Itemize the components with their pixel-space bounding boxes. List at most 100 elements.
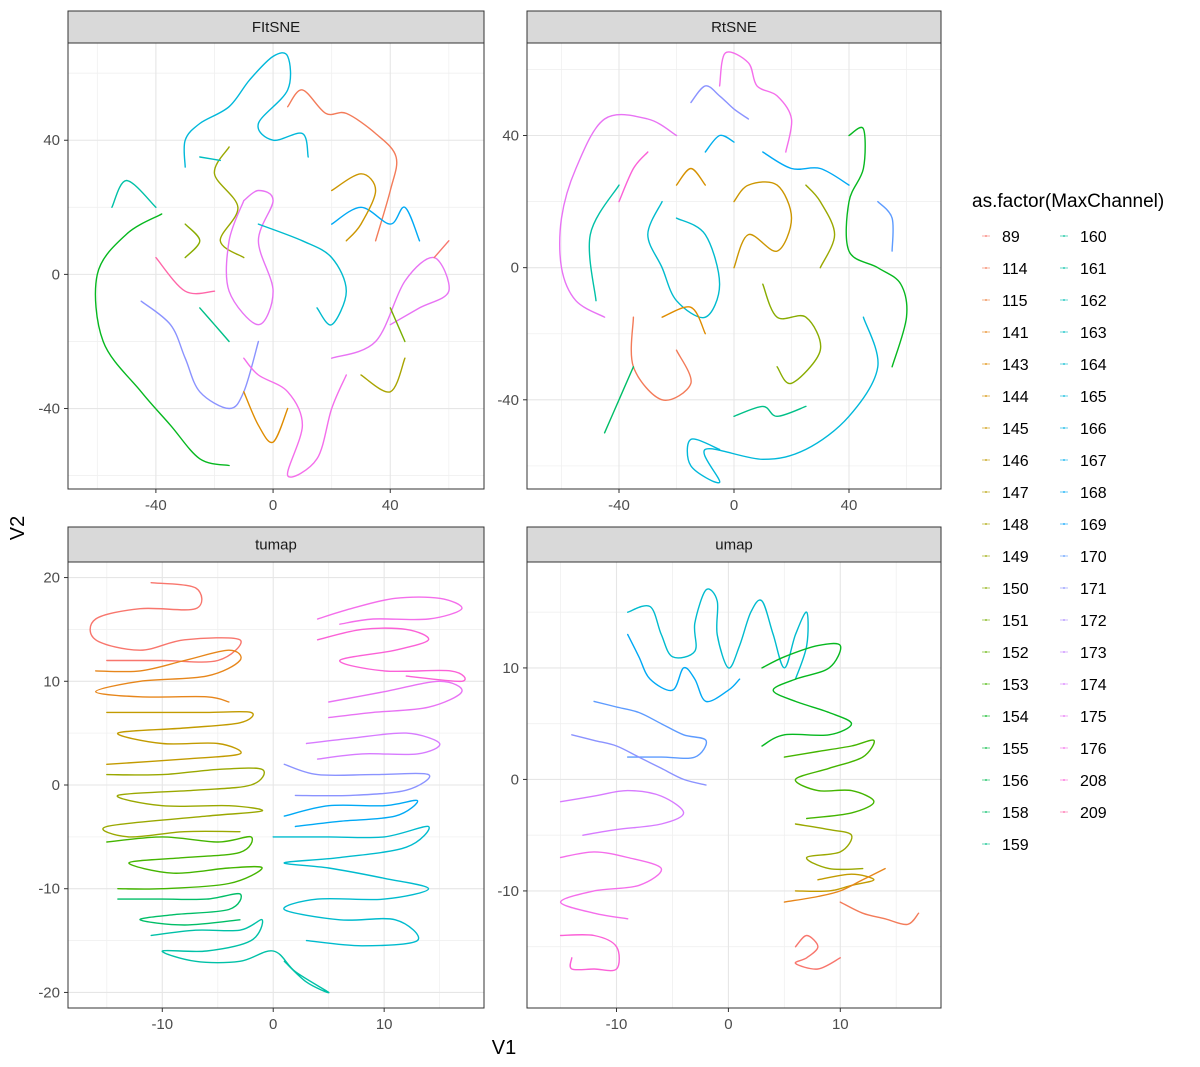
embedding-curve [661, 306, 706, 335]
embedding-curve [675, 167, 706, 186]
panel-tumap: tumap -10 0 10 -20 -10 0 10 20 [38, 526, 485, 1033]
embedding-curve [690, 85, 750, 120]
embedding-curve [89, 582, 242, 663]
legend-label: 171 [1080, 581, 1107, 598]
legend-label: 164 [1080, 357, 1107, 374]
y-tick-label: 0 [511, 771, 519, 788]
legend: as.factor(MaxChannel) 89 114 115 141 143 144 1… [972, 191, 1164, 854]
facet-strip [526, 526, 942, 563]
legend-label: 150 [1002, 581, 1029, 598]
embedding-curve [877, 200, 894, 252]
embedding-curve [283, 799, 419, 828]
legend-item: 146 [982, 453, 1029, 470]
legend-item: 160 [1060, 229, 1107, 246]
x-axis-title: V1 [492, 1037, 516, 1059]
legend-label: 159 [1002, 837, 1029, 854]
legend-item: 147 [982, 485, 1029, 502]
legend-item: 167 [1060, 453, 1107, 470]
embedding-curve [733, 405, 807, 417]
y-tick-label: -20 [38, 984, 60, 1001]
y-tick-label: 0 [52, 777, 60, 794]
legend-item: 141 [982, 325, 1029, 342]
legend-item: 172 [1060, 613, 1107, 630]
legend-label: 156 [1002, 773, 1029, 790]
embedding-curve [794, 934, 841, 970]
embedding-curve [213, 146, 245, 259]
embedding-curve [283, 763, 431, 797]
embedding-curve [106, 710, 254, 765]
legend-item: 150 [982, 581, 1029, 598]
legend-label: 115 [1002, 293, 1028, 310]
embedding-curve [559, 113, 678, 318]
embedding-curve [588, 184, 620, 302]
panel-border [67, 42, 485, 490]
legend-label: 146 [1002, 453, 1029, 470]
embedding-curve [762, 283, 822, 385]
y-tick-label: 10 [502, 660, 519, 677]
legend-item: 159 [982, 837, 1029, 854]
y-tick-label: -10 [38, 881, 60, 898]
legend-label: 144 [1002, 389, 1029, 406]
embedding-curve [111, 179, 157, 208]
embedding-curve [184, 223, 201, 259]
legend-item: 163 [1060, 325, 1107, 342]
legend-item: 151 [982, 613, 1029, 630]
x-tick-label: 40 [841, 497, 858, 514]
y-tick-label: 10 [43, 673, 60, 690]
plot-background [527, 562, 941, 1008]
legend-label: 154 [1002, 709, 1029, 726]
x-tick-label: -10 [151, 1016, 173, 1033]
legend-item: 209 [1060, 805, 1107, 822]
facet-strip-label: tumap [255, 537, 297, 554]
facet-panels: FItSNE -40 0 40 -40 0 40 RtSNE -40 0 40 -40 0 40 tumap… [38, 10, 942, 1033]
embedding-curve [794, 873, 875, 893]
y-tick-label: -40 [38, 401, 60, 418]
embedding-curve [559, 934, 620, 972]
legend-label: 208 [1080, 773, 1107, 790]
embedding-curve [331, 206, 421, 242]
legend-label: 170 [1080, 549, 1107, 566]
legend-item: 89 [982, 229, 1020, 246]
legend-label: 175 [1080, 709, 1107, 726]
panel-fitsne: FItSNE -40 0 40 -40 0 40 [38, 10, 485, 514]
legend-label: 152 [1002, 645, 1029, 662]
series-curves [89, 582, 466, 994]
legend-item: 145 [982, 421, 1029, 438]
x-tick-label: 40 [382, 497, 399, 514]
embedding-curve [718, 51, 793, 153]
legend-title: as.factor(MaxChannel) [972, 191, 1164, 212]
embedding-curve [225, 189, 274, 326]
y-tick-label: 40 [43, 132, 60, 149]
legend-item: 158 [982, 805, 1029, 822]
legend-item: 169 [1060, 517, 1107, 534]
legend-label: 167 [1080, 453, 1107, 470]
legend-item: 144 [982, 389, 1029, 406]
legend-item: 165 [1060, 389, 1107, 406]
legend-label: 166 [1080, 421, 1107, 438]
legend-item: 168 [1060, 485, 1107, 502]
y-tick-label: 40 [502, 128, 519, 145]
y-tick-label: 0 [52, 266, 60, 283]
x-tick-label: -40 [145, 497, 167, 514]
series-curves [94, 52, 450, 478]
embedding-curve [199, 156, 221, 162]
series-curves [559, 588, 920, 972]
legend-label: 160 [1080, 229, 1107, 246]
panel-border [526, 561, 942, 1009]
embedding-curve [316, 596, 463, 625]
legend-item: 153 [982, 677, 1029, 694]
legend-label: 89 [1002, 229, 1020, 246]
legend-label: 162 [1080, 293, 1107, 310]
legend-label: 141 [1002, 325, 1029, 342]
legend-label: 173 [1080, 645, 1107, 662]
x-tick-label: 0 [269, 497, 277, 514]
embedding-curve [761, 642, 853, 747]
embedding-curve [783, 739, 875, 820]
embedding-curve [106, 835, 263, 890]
embedding-curve [433, 240, 450, 259]
gridlines [68, 43, 484, 489]
embedding-curve [618, 151, 649, 203]
embedding-curve [805, 184, 836, 269]
legend-item: 148 [982, 517, 1029, 534]
facet-strip-label: RtSNE [711, 19, 757, 36]
